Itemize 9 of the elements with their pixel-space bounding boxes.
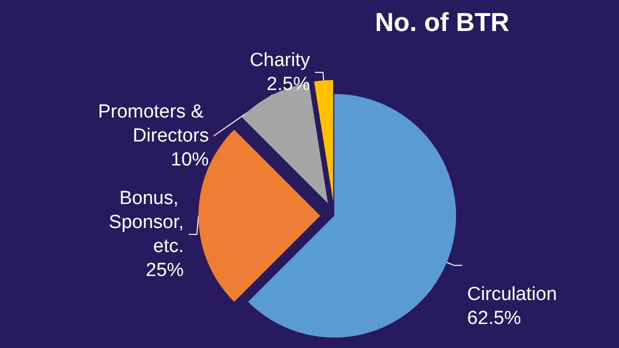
chart-title: No. of BTR [375,7,510,37]
data-label: 2.5% [266,74,310,95]
slice-label: Promoters & Directors [98,101,209,146]
data-label: 25% [146,260,184,281]
slice-label: Charity [250,50,310,71]
slice-label: Circulation [467,284,557,305]
data-label: 62.5% [467,308,522,329]
slice-label: Bonus, Sponsor, etc. [108,188,184,257]
data-label: 10% [170,149,209,170]
